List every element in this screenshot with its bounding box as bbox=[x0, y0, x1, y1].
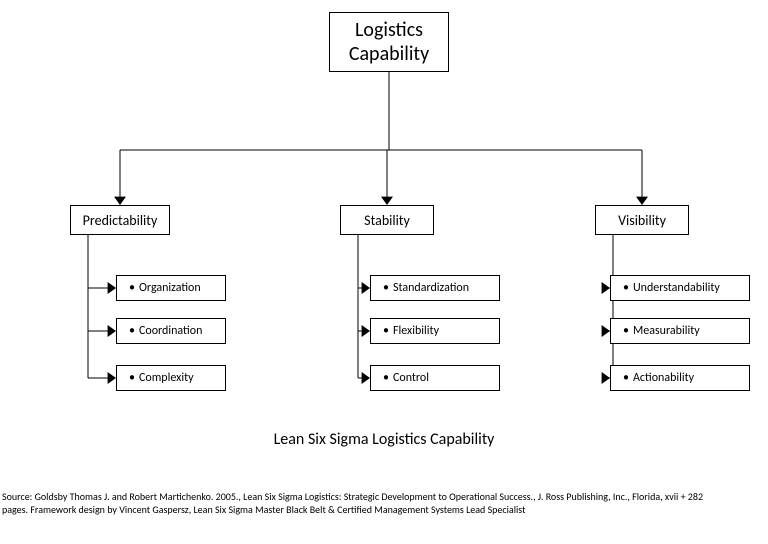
item-node: Measurability bbox=[610, 318, 750, 344]
root-label-line1: Logistics bbox=[355, 18, 423, 42]
source-citation: Source: Goldsby Thomas J. and Robert Mar… bbox=[0, 490, 768, 516]
caption-text: Lean Six Sigma Logistics Capability bbox=[274, 430, 495, 449]
item-node: Actionability bbox=[610, 365, 750, 391]
root-label-line2: Capability bbox=[349, 42, 429, 66]
branch-node-visibility: Visibility bbox=[595, 205, 689, 235]
source-line2: pages. Framework design by Vincent Gaspe… bbox=[2, 503, 525, 516]
item-node: Control bbox=[370, 365, 500, 391]
root-node: LogisticsCapability bbox=[329, 12, 449, 72]
branch-node-predictability: Predictability bbox=[70, 205, 170, 235]
item-node: Coordination bbox=[116, 318, 226, 344]
item-node: Standardization bbox=[370, 275, 500, 301]
item-node: Organization bbox=[116, 275, 226, 301]
diagram-caption: Lean Six Sigma Logistics Capability bbox=[0, 430, 768, 449]
item-node: Complexity bbox=[116, 365, 226, 391]
source-line1: Source: Goldsby Thomas J. and Robert Mar… bbox=[2, 490, 703, 503]
item-node: Flexibility bbox=[370, 318, 500, 344]
item-node: Understandability bbox=[610, 275, 750, 301]
branch-node-stability: Stability bbox=[340, 205, 434, 235]
